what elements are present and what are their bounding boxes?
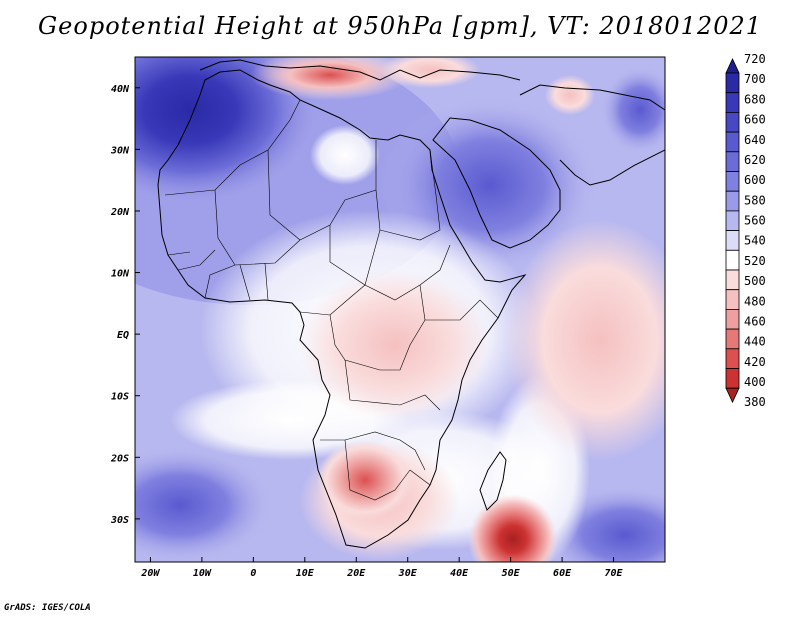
axis-ticks: 20W 10W 0 10E 20E 30E 40E 50E 60E 70E 40N 30N 20N 10N… <box>110 84 624 579</box>
colorbar-swatch <box>725 328 740 350</box>
colorbar-swatch <box>725 249 740 271</box>
colorbar-swatch <box>725 289 740 310</box>
map-title: Geopotential Height at 950hPa [gpm], VT:… <box>38 12 762 40</box>
colorbar-label: 680 <box>744 92 766 106</box>
colorbar-swatch <box>725 230 740 251</box>
colorbar-label: 580 <box>744 193 766 207</box>
colorbar-label: 460 <box>744 314 766 328</box>
colorbar-top-arrow <box>725 58 740 74</box>
x-tick-label: 50E <box>502 568 521 579</box>
colorbar-label: 420 <box>744 355 766 369</box>
colorbar-swatch <box>725 72 740 94</box>
x-tick-label: 10W <box>193 568 212 579</box>
x-tick-label: 70E <box>605 568 624 579</box>
colorbar-label: 480 <box>744 294 766 308</box>
colorbar-swatch <box>725 171 740 192</box>
colorbar: 720 700 680 660 640 620 600 580 560 540 520 500 480 4… <box>725 52 766 409</box>
colorbar-label: 640 <box>744 133 766 147</box>
colorbar-swatch <box>725 308 740 330</box>
colorbar-label: 620 <box>744 153 766 167</box>
y-tick-label: 30N <box>110 145 130 156</box>
x-tick-label: 20E <box>346 568 366 579</box>
credit-text: GrADS: IGES/COLA <box>4 603 91 613</box>
x-tick-label: 10E <box>296 568 315 579</box>
colorbar-label: 380 <box>744 395 766 409</box>
colorbar-swatch <box>725 190 740 212</box>
colorbar-label: 720 <box>744 52 766 66</box>
y-tick-label: 10S <box>111 392 129 403</box>
y-tick-label: 20N <box>110 207 130 218</box>
colorbar-label: 560 <box>744 214 766 228</box>
y-tick-label: 10N <box>111 269 130 280</box>
x-tick-label: 20W <box>140 568 160 579</box>
x-tick-label: 40E <box>450 568 469 579</box>
country-borders <box>164 99 499 501</box>
colorbar-bottom-arrow <box>725 387 740 404</box>
colorbar-swatch <box>725 269 740 291</box>
colorbar-swatch <box>725 348 740 369</box>
x-tick-label: 30E <box>398 568 418 579</box>
colorbar-label: 600 <box>744 173 766 187</box>
x-tick-label: 60E <box>553 568 572 579</box>
y-tick-label: EQ <box>117 330 129 341</box>
height-field <box>135 57 665 562</box>
y-tick-label: 40N <box>111 84 130 95</box>
colorbar-swatch <box>725 92 740 113</box>
colorbar-label: 700 <box>744 72 766 86</box>
colorbar-swatch <box>725 368 740 389</box>
colorbar-label: 440 <box>744 335 766 349</box>
y-tick-label: 20S <box>110 453 129 464</box>
colorbar-swatch <box>725 210 740 231</box>
x-tick-label: 0 <box>250 568 256 579</box>
colorbar-swatch <box>725 112 740 133</box>
y-tick-label: 30S <box>110 515 129 526</box>
colorbar-label: 540 <box>744 234 766 248</box>
plot-frame <box>134 56 666 563</box>
colorbar-swatch <box>725 131 740 153</box>
colorbar-label: 660 <box>744 113 766 127</box>
colorbar-label: 500 <box>744 274 766 288</box>
coastlines <box>157 59 665 549</box>
colorbar-label: 400 <box>744 375 766 389</box>
colorbar-label: 520 <box>744 254 766 268</box>
colorbar-swatch <box>725 151 740 172</box>
